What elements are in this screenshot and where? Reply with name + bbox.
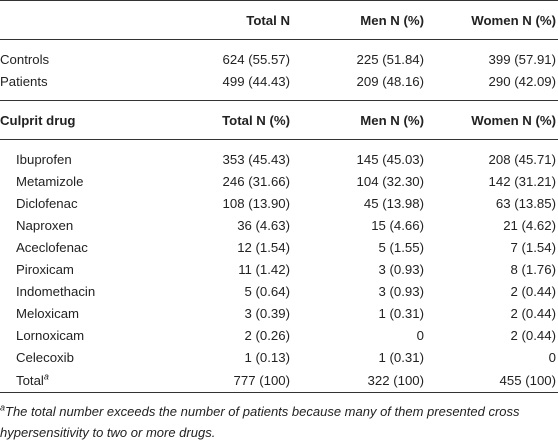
cell-men: 209 (48.16)	[356, 73, 424, 89]
table-row: Ibuprofen 353 (45.43) 145 (45.03) 208 (4…	[0, 148, 558, 170]
table-row: Metamizole 246 (31.66) 104 (32.30) 142 (…	[0, 170, 558, 192]
cell-men: 3 (0.93)	[378, 261, 424, 277]
cell-women: 455 (100)	[424, 368, 558, 393]
cell-women: 399 (57.91)	[488, 51, 556, 67]
table-row: Piroxicam 11 (1.42) 3 (0.93) 8 (1.76)	[0, 258, 558, 280]
header-cell-total-pct: Total N (%)	[160, 100, 290, 140]
table-row: Indomethacin 5 (0.64) 3 (0.93) 2 (0.44)	[0, 280, 558, 302]
cell-total: 777 (100)	[160, 368, 290, 393]
table-footnote: aThe total number exceeds the number of …	[0, 401, 558, 443]
cell-men: 3 (0.93)	[378, 283, 424, 299]
table-row: Aceclofenac 12 (1.54) 5 (1.55) 7 (1.54)	[0, 236, 558, 258]
cell-women: 8 (1.76)	[510, 261, 556, 277]
header-cell-men: Men N (%)	[290, 0, 424, 40]
cell-total: 624 (55.57)	[222, 51, 290, 67]
cell-women: 2 (0.44)	[510, 305, 556, 321]
cell-total: 108 (13.90)	[222, 195, 290, 211]
header-cell-men-pct: Men N (%)	[290, 100, 424, 140]
cell-women: 0	[548, 349, 556, 365]
cell-women: 63 (13.85)	[495, 195, 556, 211]
cell-total: 246 (31.66)	[222, 173, 290, 189]
header-cell-total: Total N	[160, 0, 290, 40]
cell-total: 1 (0.13)	[244, 349, 290, 365]
cell-women: 142 (31.21)	[488, 173, 556, 189]
cell-total: 2 (0.26)	[244, 327, 290, 343]
cell-men: 1 (0.31)	[378, 305, 424, 321]
row-label: Piroxicam	[16, 261, 74, 277]
row-label: Diclofenac	[16, 195, 78, 211]
table-header-row: Total N Men N (%) Women N (%)	[0, 0, 558, 40]
cell-women: 2 (0.44)	[510, 327, 556, 343]
table-row: Celecoxib 1 (0.13) 1 (0.31) 0	[0, 346, 558, 368]
header-cell-women: Women N (%)	[424, 0, 558, 40]
cell-total: 499 (44.43)	[222, 73, 290, 89]
table-row: Diclofenac 108 (13.90) 45 (13.98) 63 (13…	[0, 192, 558, 214]
cell-men: 1 (0.31)	[378, 349, 424, 365]
cell-total: 5 (0.64)	[244, 283, 290, 299]
row-label: Patients	[0, 73, 48, 89]
cell-total: 12 (1.54)	[237, 239, 290, 255]
table-row: Lornoxicam 2 (0.26) 0 2 (0.44)	[0, 324, 558, 346]
total-row: Totala 777 (100) 322 (100) 455 (100)	[0, 368, 558, 393]
cell-women: 2 (0.44)	[510, 283, 556, 299]
row-label: Naproxen	[16, 217, 74, 233]
cell-women: 208 (45.71)	[488, 151, 556, 167]
row-label: Controls	[0, 51, 50, 67]
table-row: Meloxicam 3 (0.39) 1 (0.31) 2 (0.44)	[0, 302, 558, 324]
cell-women: 290 (42.09)	[488, 73, 556, 89]
cell-total: 353 (45.43)	[222, 151, 290, 167]
row-label: Lornoxicam	[16, 327, 85, 343]
cell-men: 0	[416, 327, 424, 343]
row-label: Indomethacin	[16, 283, 96, 299]
table-row: Patients 499 (44.43) 209 (48.16) 290 (42…	[0, 70, 558, 92]
row-label: Celecoxib	[16, 349, 74, 365]
row-label: Meloxicam	[16, 305, 80, 321]
total-footnote-marker: a	[43, 371, 49, 382]
table-row: Controls 624 (55.57) 225 (51.84) 399 (57…	[0, 48, 558, 70]
row-label-total: Totala	[0, 368, 160, 393]
cell-men: 322 (100)	[290, 368, 424, 393]
cell-women: 7 (1.54)	[510, 239, 556, 255]
data-table: Total N Men N (%) Women N (%) Controls 6…	[0, 0, 558, 393]
cell-men: 225 (51.84)	[356, 51, 424, 67]
footnote-text: The total number exceeds the number of p…	[0, 404, 520, 440]
header-cell-empty	[0, 0, 160, 40]
cell-men: 104 (32.30)	[356, 173, 424, 189]
footnote-marker: a	[0, 402, 6, 413]
cell-men: 45 (13.98)	[363, 195, 424, 211]
cell-men: 5 (1.55)	[378, 239, 424, 255]
header-cell-culprit-drug: Culprit drug	[0, 100, 160, 140]
row-label: Ibuprofen	[16, 151, 72, 167]
row-label: Aceclofenac	[16, 239, 88, 255]
drug-header-row: Culprit drug Total N (%) Men N (%) Women…	[0, 100, 558, 140]
cell-total: 36 (4.63)	[237, 217, 290, 233]
cell-total: 11 (1.42)	[238, 261, 290, 277]
cell-men: 15 (4.66)	[371, 217, 424, 233]
row-label: Metamizole	[16, 173, 84, 189]
cell-women: 21 (4.62)	[503, 217, 556, 233]
cell-total: 3 (0.39)	[244, 305, 290, 321]
header-cell-women-pct: Women N (%)	[424, 100, 558, 140]
table-row: Naproxen 36 (4.63) 15 (4.66) 21 (4.62)	[0, 214, 558, 236]
total-label: Total	[16, 372, 44, 388]
cell-men: 145 (45.03)	[356, 151, 424, 167]
